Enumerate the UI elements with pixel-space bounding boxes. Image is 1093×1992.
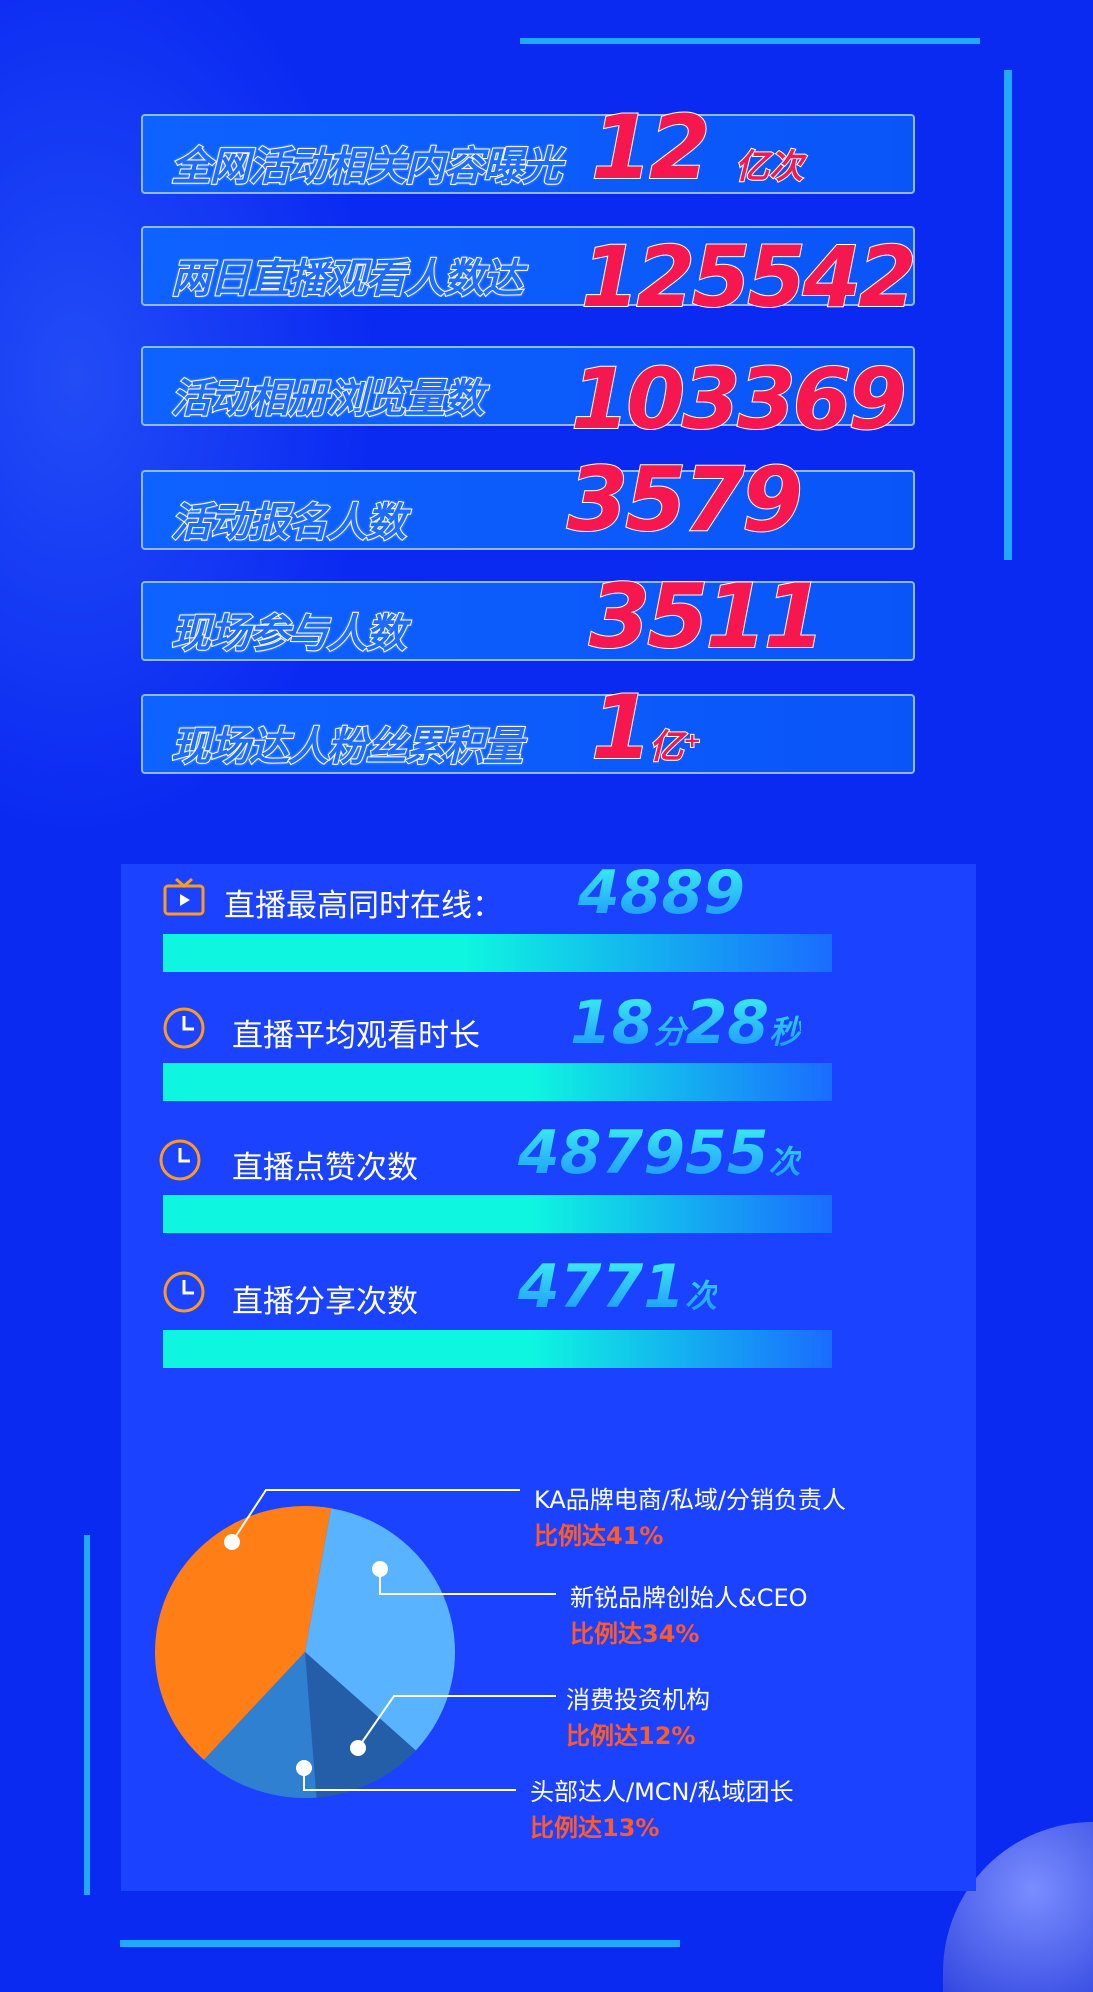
legend-name: KA品牌电商/私域/分销负责人 (534, 1486, 846, 1514)
value-number: 12 (590, 95, 711, 200)
highlight-card: 活动相册浏览量数 103369 (141, 346, 915, 449)
highlight-card: 现场参与人数 3511 (141, 564, 915, 669)
highlight-value: 12 亿次 (590, 95, 804, 200)
pie-slice (305, 1508, 455, 1751)
frame-decoration (84, 1535, 90, 1895)
pie-slice (305, 1652, 416, 1798)
highlight-label: 活动报名人数 (170, 499, 407, 547)
highlight-card: 现场达人粉丝累积量 1亿⁺ (141, 675, 915, 780)
value-number: 1 (590, 675, 653, 780)
highlight-label: 全网活动相关内容曝光 (170, 143, 563, 191)
stat-label: 直播平均观看时长 (232, 1018, 480, 1054)
value-unit: 亿次 (734, 146, 804, 188)
frame-decoration (520, 38, 980, 48)
highlight-value: 1亿⁺ (590, 675, 702, 780)
frame-decoration (1004, 70, 1012, 560)
legend-percent: 比例达13% (530, 1814, 660, 1842)
value-unit: 亿⁺ (648, 726, 702, 768)
leader-dot (350, 1740, 366, 1756)
leader-dot (372, 1561, 388, 1577)
highlight-label: 两日直播观看人数达 (170, 255, 524, 303)
tv-icon (163, 877, 205, 916)
pie-slice (154, 1505, 332, 1760)
highlight-value: 103369 (570, 349, 908, 449)
clock-icon (163, 1007, 205, 1049)
leader-line (357, 1695, 556, 1749)
stat-bar (163, 934, 832, 972)
highlight-value: 3579 (566, 447, 804, 552)
stat-label: 直播最高同时在线： (224, 888, 503, 924)
stat-label: 直播点赞次数 (232, 1150, 418, 1186)
highlight-label: 现场达人粉丝累积量 (170, 723, 524, 771)
legend-name: 头部达人/MCN/私域团长 (530, 1778, 794, 1806)
stat-bar (163, 1195, 832, 1233)
legend-percent: 比例达34% (570, 1620, 700, 1648)
legend-percent: 比例达41% (534, 1522, 664, 1550)
legend-name: 新锐品牌创始人&CEO (570, 1584, 808, 1612)
highlight-card: 两日直播观看人数达 125542 (141, 226, 918, 327)
leader-line (379, 1569, 556, 1595)
highlight-label: 活动相册浏览量数 (170, 375, 485, 423)
leader-dot (224, 1534, 240, 1550)
highlight-card: 全网活动相关内容曝光 12 亿次 (141, 95, 915, 200)
stat-label: 直播分享次数 (232, 1284, 418, 1320)
leader-dot (296, 1760, 312, 1776)
stat-bar (163, 1063, 832, 1101)
highlight-value: 3511 (588, 564, 826, 669)
highlight-label: 现场参与人数 (170, 610, 407, 658)
stat-bar (163, 1330, 832, 1368)
stat-value: 4889 (578, 858, 745, 928)
clock-icon (163, 1271, 205, 1313)
legend-name: 消费投资机构 (566, 1686, 710, 1714)
frame-decoration (120, 1940, 680, 1947)
highlight-value: 125542 (580, 227, 918, 327)
legend-percent: 比例达12% (566, 1722, 696, 1750)
clock-icon (159, 1139, 201, 1181)
highlight-card: 活动报名人数 3579 (141, 447, 915, 552)
pie-slice (203, 1652, 317, 1798)
leader-line (231, 1489, 520, 1543)
